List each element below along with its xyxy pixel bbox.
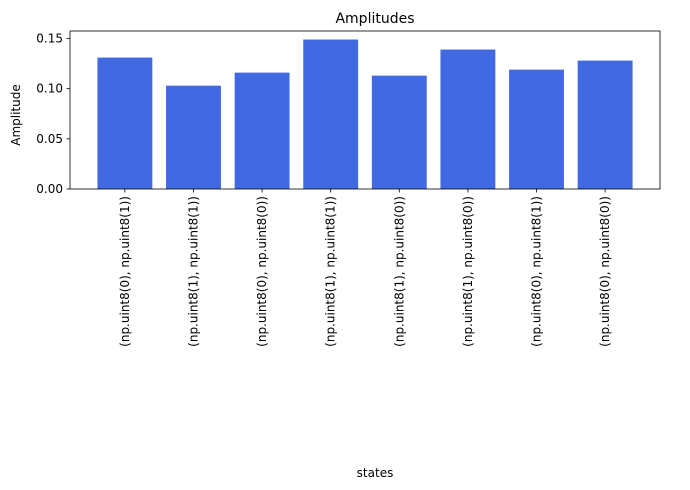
bars-layer xyxy=(97,39,633,190)
axes-layer xyxy=(69,30,661,190)
ticks-layer: 0.00 0.05 0.10 0.15 (np.uint8(0), np.uint8(1… xyxy=(36,32,612,347)
bar-5 xyxy=(440,49,496,189)
bar-1 xyxy=(166,85,221,189)
y-axis-title: Amplitude xyxy=(9,84,23,146)
bar-0 xyxy=(97,57,153,190)
x-tick-label-7: (np.uint8(0), np.uint8(0)) xyxy=(598,196,612,347)
bar-7 xyxy=(577,60,633,189)
x-tick-label-5: (np.uint8(1), np.uint8(0)) xyxy=(461,196,475,347)
bar-6 xyxy=(509,69,564,189)
y-tick-label-1: 0.05 xyxy=(36,132,63,146)
y-tick-label-2: 0.10 xyxy=(36,82,63,96)
bar-2 xyxy=(234,72,290,189)
x-tick-label-0: (np.uint8(0), np.uint8(1)) xyxy=(118,196,132,347)
chart-title: Amplitudes xyxy=(335,11,414,27)
plot-frame xyxy=(69,30,661,190)
x-tick-label-2: (np.uint8(0), np.uint8(0)) xyxy=(255,196,269,347)
x-tick-label-6: (np.uint8(0), np.uint8(1)) xyxy=(530,196,544,347)
y-tick-label-0: 0.00 xyxy=(36,182,63,196)
bar-3 xyxy=(303,39,359,190)
x-tick-label-3: (np.uint8(1), np.uint8(1)) xyxy=(324,196,338,347)
y-tick-label-3: 0.15 xyxy=(36,32,63,46)
bar-4 xyxy=(371,75,427,189)
x-tick-label-1: (np.uint8(1), np.uint8(1)) xyxy=(186,196,200,347)
x-tick-label-4: (np.uint8(1), np.uint8(0)) xyxy=(392,196,406,347)
x-axis-title: states xyxy=(357,466,394,480)
